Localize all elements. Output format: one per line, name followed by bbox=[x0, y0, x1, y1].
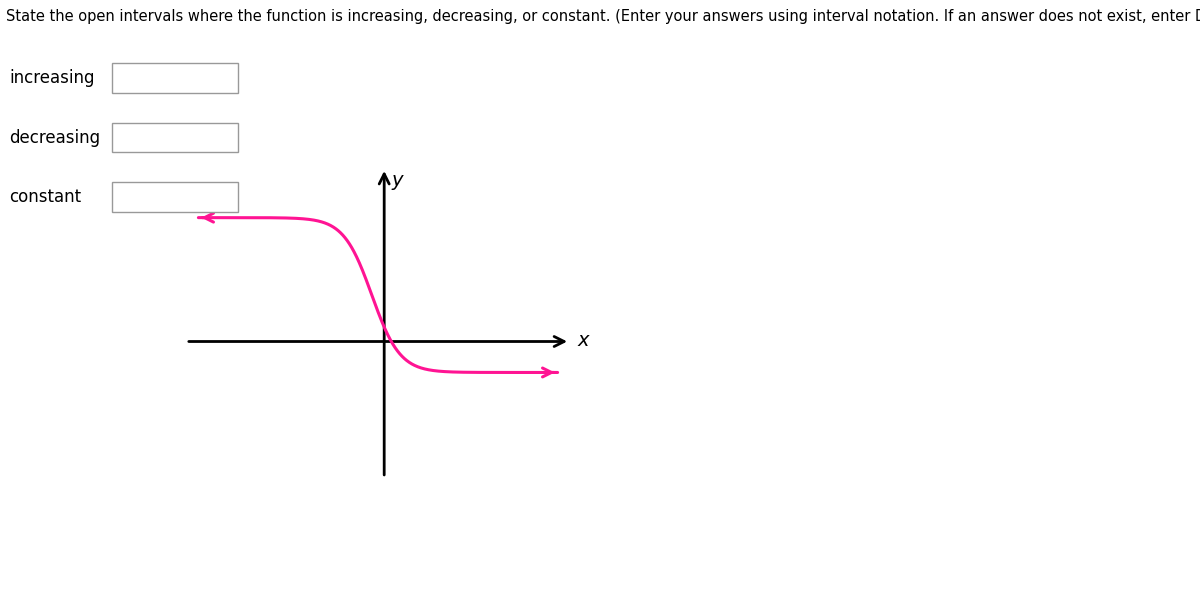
Text: increasing: increasing bbox=[10, 69, 95, 87]
Text: y: y bbox=[391, 171, 403, 190]
Text: x: x bbox=[577, 331, 589, 350]
Text: constant: constant bbox=[10, 188, 82, 206]
Text: decreasing: decreasing bbox=[10, 129, 101, 147]
Text: State the open intervals where the function is increasing, decreasing, or consta: State the open intervals where the funct… bbox=[6, 9, 1200, 24]
